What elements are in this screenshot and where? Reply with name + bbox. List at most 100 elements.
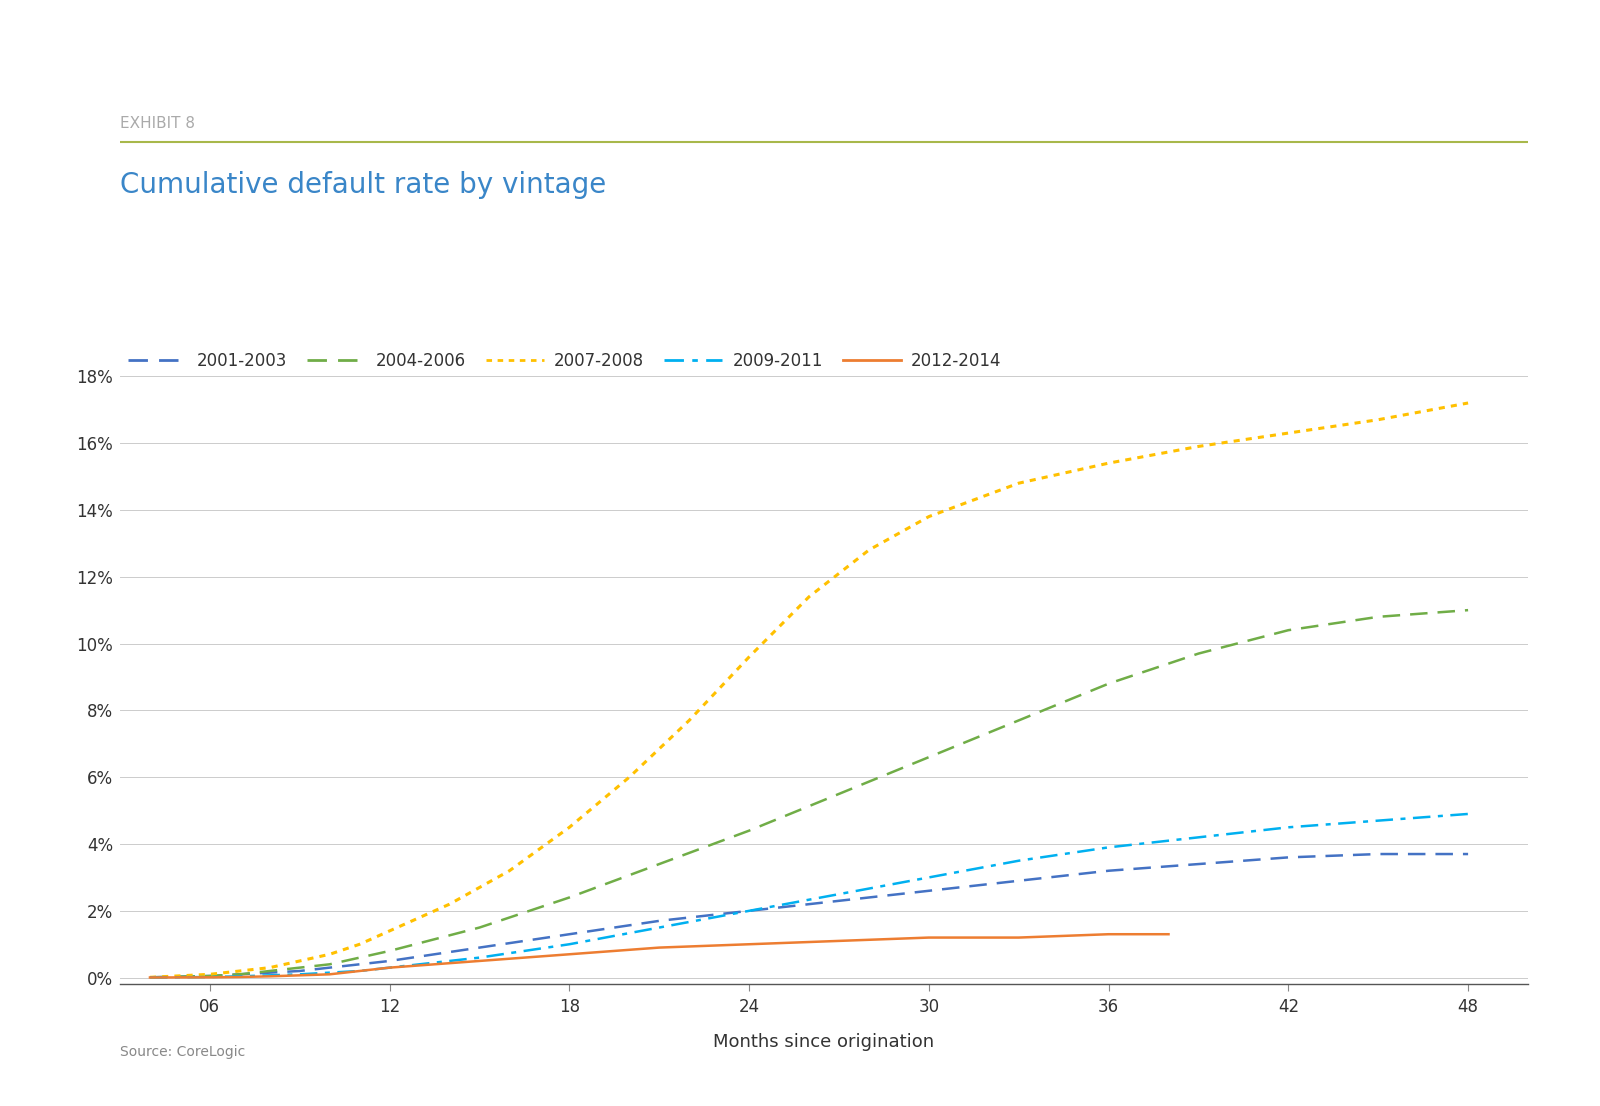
2001-2003 — [920, 884, 939, 897]
2004-2006 — [290, 961, 309, 974]
2007-2008 — [1010, 477, 1029, 490]
2012-2014 — [650, 941, 669, 954]
2009-2011 — [470, 951, 490, 964]
2007-2008 — [680, 713, 699, 727]
2001-2003 — [200, 969, 219, 982]
2007-2008 — [350, 938, 370, 951]
2012-2014 — [920, 931, 939, 945]
2001-2003 — [1010, 874, 1029, 887]
2007-2008 — [141, 971, 160, 984]
2007-2008 — [261, 961, 280, 974]
2007-2008 — [920, 510, 939, 523]
2001-2003 — [829, 894, 848, 907]
2001-2003 — [470, 941, 490, 954]
2007-2008 — [290, 954, 309, 968]
Text: Cumulative default rate by vintage: Cumulative default rate by vintage — [120, 171, 606, 199]
2007-2008 — [1099, 457, 1118, 470]
2009-2011 — [1459, 807, 1478, 821]
Legend: 2001-2003, 2004-2006, 2007-2008, 2009-2011, 2012-2014: 2001-2003, 2004-2006, 2007-2008, 2009-20… — [128, 352, 1002, 369]
2007-2008 — [200, 968, 219, 981]
Line: 2007-2008: 2007-2008 — [150, 403, 1469, 978]
2001-2003 — [290, 964, 309, 978]
2001-2003 — [1099, 864, 1118, 877]
2004-2006 — [1459, 604, 1478, 617]
2007-2008 — [320, 948, 339, 961]
2004-2006 — [1278, 624, 1298, 637]
2009-2011 — [290, 968, 309, 981]
2001-2003 — [261, 966, 280, 979]
2001-2003 — [381, 954, 400, 968]
2009-2011 — [1189, 831, 1208, 844]
2004-2006 — [320, 958, 339, 971]
2001-2003 — [230, 968, 250, 981]
2004-2006 — [470, 921, 490, 935]
2012-2014 — [350, 964, 370, 978]
2001-2003 — [650, 915, 669, 928]
2001-2003 — [1278, 851, 1298, 864]
2012-2014 — [1158, 928, 1178, 941]
2009-2011 — [1368, 814, 1387, 827]
2007-2008 — [560, 821, 579, 834]
2012-2014 — [739, 938, 758, 951]
2009-2011 — [320, 966, 339, 979]
2007-2008 — [1189, 440, 1208, 453]
2004-2006 — [1010, 713, 1029, 727]
2001-2003 — [1189, 857, 1208, 870]
2009-2011 — [200, 970, 219, 983]
2001-2003 — [1368, 847, 1387, 860]
2001-2003 — [739, 905, 758, 918]
2007-2008 — [859, 543, 878, 556]
2001-2003 — [560, 928, 579, 941]
2007-2008 — [230, 964, 250, 978]
2004-2006 — [230, 968, 250, 981]
2009-2011 — [381, 961, 400, 974]
2007-2008 — [1459, 396, 1478, 409]
2012-2014 — [1010, 931, 1029, 945]
2009-2011 — [920, 870, 939, 884]
Text: EXHIBIT 8: EXHIBIT 8 — [120, 116, 195, 132]
2009-2011 — [650, 921, 669, 935]
2007-2008 — [1278, 427, 1298, 440]
2004-2006 — [381, 945, 400, 958]
2009-2011 — [1099, 841, 1118, 854]
2004-2006 — [829, 787, 848, 801]
2001-2003 — [350, 958, 370, 971]
2012-2014 — [261, 970, 280, 983]
2012-2014 — [290, 969, 309, 982]
2009-2011 — [829, 887, 848, 900]
2009-2011 — [261, 969, 280, 982]
2012-2014 — [1099, 928, 1118, 941]
2004-2006 — [560, 890, 579, 904]
2004-2006 — [141, 971, 160, 984]
2004-2006 — [350, 951, 370, 964]
Line: 2012-2014: 2012-2014 — [150, 935, 1168, 978]
2007-2008 — [1368, 413, 1387, 426]
2004-2006 — [739, 824, 758, 837]
Line: 2004-2006: 2004-2006 — [150, 611, 1469, 978]
2001-2003 — [1459, 847, 1478, 860]
2007-2008 — [440, 898, 459, 911]
2009-2011 — [1010, 854, 1029, 867]
2004-2006 — [920, 751, 939, 764]
2012-2014 — [829, 935, 848, 948]
2007-2008 — [619, 771, 638, 784]
2004-2006 — [650, 857, 669, 870]
2009-2011 — [350, 964, 370, 978]
2004-2006 — [1368, 611, 1387, 624]
2009-2011 — [739, 905, 758, 918]
2001-2003 — [320, 961, 339, 974]
Line: 2009-2011: 2009-2011 — [150, 814, 1469, 978]
2012-2014 — [470, 954, 490, 968]
X-axis label: Months since origination: Months since origination — [714, 1033, 934, 1051]
2012-2014 — [200, 971, 219, 984]
2009-2011 — [141, 971, 160, 984]
2009-2011 — [1278, 821, 1298, 834]
2004-2006 — [200, 969, 219, 982]
2012-2014 — [560, 948, 579, 961]
2012-2014 — [320, 968, 339, 981]
2004-2006 — [1099, 677, 1118, 690]
2012-2014 — [381, 961, 400, 974]
2009-2011 — [230, 970, 250, 983]
2004-2006 — [1189, 647, 1208, 660]
2001-2003 — [141, 971, 160, 984]
